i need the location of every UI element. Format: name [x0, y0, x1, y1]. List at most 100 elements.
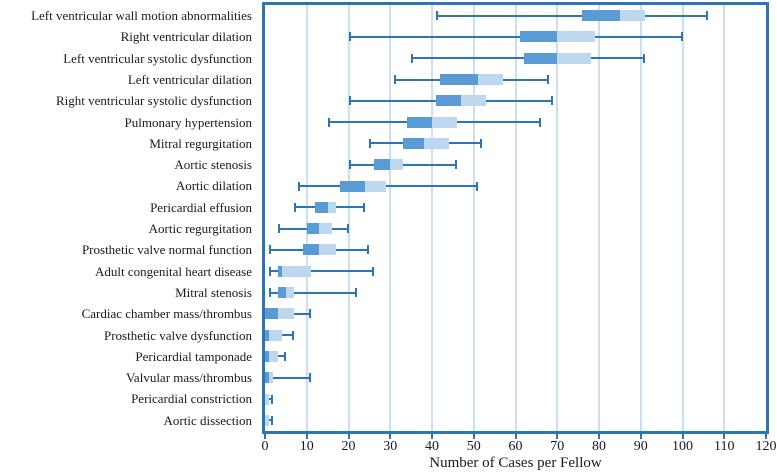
- box-q1-to-median: [406, 116, 432, 128]
- boxplot-row: [265, 239, 766, 260]
- box-q1-to-median: [265, 372, 270, 384]
- category-label: Right ventricular dilation: [120, 29, 252, 45]
- box-q1-to-median: [340, 180, 366, 192]
- whisker-cap-min: [269, 245, 272, 255]
- box-median-to-q3: [557, 52, 591, 64]
- x-tick-mark-50: [472, 434, 475, 439]
- boxplot-row: [265, 261, 766, 282]
- whisker-cap-max: [271, 394, 274, 404]
- whisker-line: [348, 35, 683, 38]
- category-label: Pericardial effusion: [150, 199, 252, 215]
- category-label: Prosthetic valve dysfunction: [103, 327, 252, 343]
- whisker-cap-min: [269, 288, 272, 298]
- box-median-to-q3: [327, 201, 336, 213]
- box-q1-to-median: [440, 74, 478, 86]
- boxplot-row: [265, 112, 766, 133]
- whisker-cap-max: [271, 415, 274, 425]
- x-tick-label-70: 70: [550, 439, 565, 454]
- boxplot-row: [265, 69, 766, 90]
- box-median-to-q3: [265, 414, 270, 426]
- x-tick-mark-20: [347, 434, 350, 439]
- category-label: Cardiac chamber mass/thrombus: [81, 306, 252, 322]
- category-label: Pulmonary hypertension: [124, 114, 252, 130]
- box-median-to-q3: [319, 223, 332, 235]
- gridline-100: [681, 5, 684, 431]
- box-median-to-q3: [390, 159, 403, 171]
- box-median-to-q3: [277, 308, 295, 320]
- whisker-cap-max: [538, 117, 541, 127]
- x-tick-mark-90: [639, 434, 642, 439]
- whisker-line: [269, 270, 374, 273]
- box-median-to-q3: [285, 287, 295, 299]
- box-median-to-q3: [432, 116, 458, 128]
- whisker-cap-min: [394, 75, 397, 85]
- boxplot-row: [265, 282, 766, 303]
- box-q1-to-median: [306, 223, 320, 235]
- whisker-cap-max: [363, 202, 366, 212]
- category-label: Right ventricular systolic dysfunction: [55, 93, 252, 109]
- whisker-cap-max: [371, 266, 374, 276]
- whisker-line: [265, 398, 274, 401]
- boxplot-row: [265, 218, 766, 239]
- box-median-to-q3: [557, 31, 595, 43]
- x-tick-label-30: 30: [383, 439, 398, 454]
- gridline-50: [472, 5, 475, 431]
- whisker-cap-min: [277, 224, 280, 234]
- whisker-cap-max: [308, 309, 311, 319]
- box-median-to-q3: [477, 74, 503, 86]
- whisker-line: [265, 419, 274, 422]
- boxplot-row: [265, 346, 766, 367]
- box-median-to-q3: [619, 10, 645, 22]
- box-q1-to-median: [519, 31, 558, 43]
- whisker-cap-max: [642, 53, 645, 63]
- box-q1-to-median: [265, 329, 270, 341]
- boxplot-row: [265, 303, 766, 324]
- whisker-cap-max: [367, 245, 370, 255]
- category-label: Aortic regurgitation: [148, 221, 252, 236]
- box-median-to-q3: [265, 393, 270, 405]
- box-median-to-q3: [365, 180, 387, 192]
- whisker-cap-min: [294, 202, 297, 212]
- whisker-cap-max: [546, 75, 549, 85]
- category-label: Aortic dilation: [175, 178, 252, 194]
- x-tick-label-40: 40: [425, 439, 439, 454]
- y-axis-category-labels: Left ventricular wall motion abnormaliti…: [0, 5, 257, 431]
- gridline-90: [639, 5, 642, 431]
- box-q1-to-median: [402, 137, 424, 149]
- category-label: Left ventricular dilation: [127, 71, 252, 87]
- gridline-40: [431, 5, 433, 431]
- x-tick-label-100: 100: [672, 439, 693, 454]
- x-tick-mark-80: [598, 434, 600, 439]
- boxplot-row: [265, 154, 766, 175]
- whisker-cap-min: [369, 138, 372, 148]
- x-tick-mark-60: [514, 434, 517, 439]
- boxplot-row: [265, 197, 766, 218]
- category-label: Mitral stenosis: [175, 284, 252, 300]
- box-q1-to-median: [277, 265, 282, 277]
- whisker-line: [348, 163, 458, 166]
- boxplot-row: [265, 388, 766, 409]
- whisker-cap-max: [551, 96, 554, 106]
- box-q1-to-median: [302, 244, 320, 256]
- x-tick-mark-0: [264, 434, 266, 439]
- boxplot-row: [265, 5, 766, 26]
- x-tick-mark-30: [389, 434, 392, 439]
- category-label: Mitral regurgitation: [149, 135, 252, 151]
- whisker-cap-max: [308, 373, 311, 383]
- x-tick-label-90: 90: [633, 439, 648, 454]
- x-tick-mark-120: [765, 434, 767, 439]
- box-median-to-q3: [319, 244, 336, 256]
- whisker-line: [269, 291, 357, 294]
- whisker-cap-min: [298, 181, 301, 191]
- whisker-cap-max: [475, 181, 478, 191]
- whisker-cap-min: [348, 96, 351, 106]
- boxplot-row: [265, 133, 766, 154]
- box-median-to-q3: [281, 265, 311, 277]
- x-tick-mark-10: [305, 434, 308, 439]
- x-tick-label-50: 50: [466, 439, 481, 454]
- whisker-cap-max: [480, 138, 483, 148]
- box-q1-to-median: [265, 308, 278, 320]
- whisker-cap-max: [283, 351, 286, 361]
- whisker-line: [436, 14, 708, 17]
- gridline-110: [723, 5, 726, 431]
